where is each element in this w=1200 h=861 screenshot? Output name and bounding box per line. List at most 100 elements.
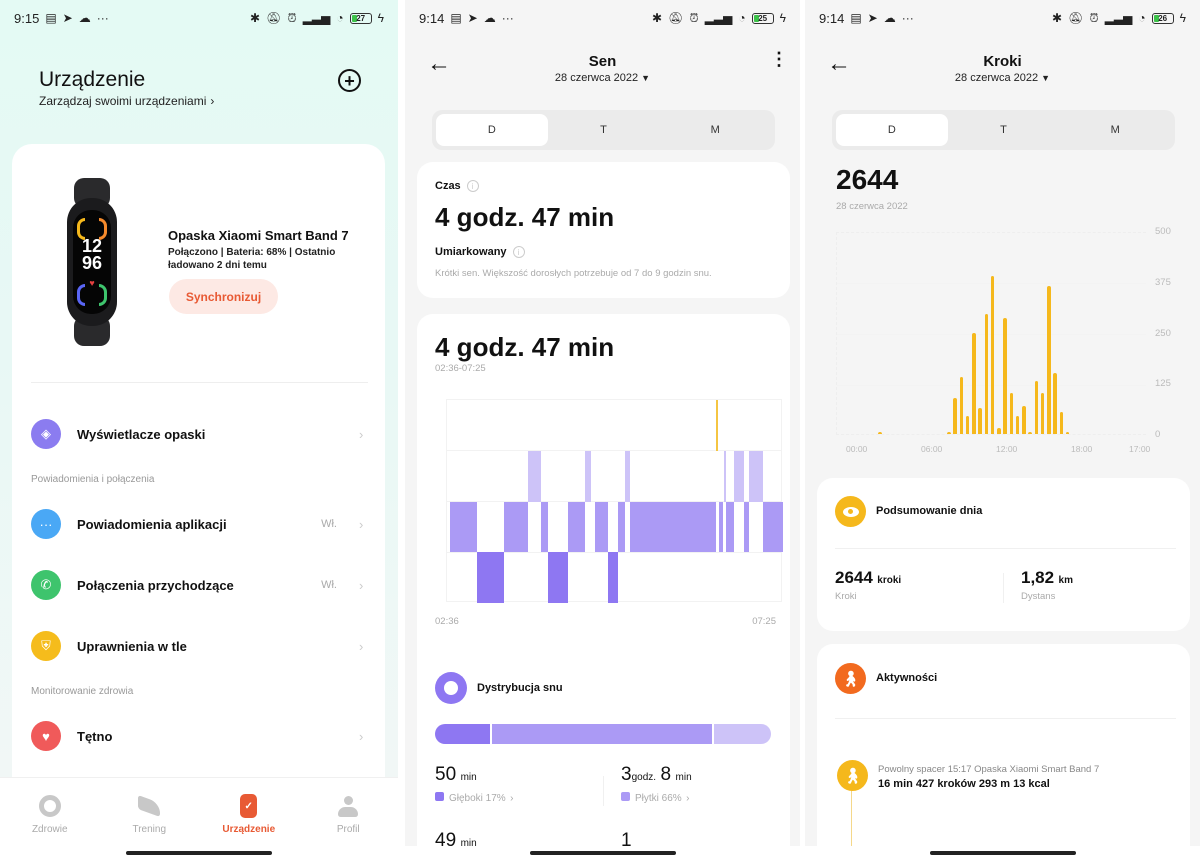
step-bar[interactable] (947, 431, 951, 434)
sleep-stage-deep (477, 552, 505, 603)
tab-label: Zdrowie (31, 824, 68, 835)
step-bar[interactable] (1040, 393, 1045, 434)
sleep-stage-light (744, 501, 750, 553)
menu-item-watch-faces[interactable]: ◈ Wyświetlacze opaski › (31, 414, 369, 454)
status-bar: 9:14 ▤ ➤ ☁ ··· ✱ 🔕︎ ⏰︎ ▂▃▅ ◔ 25 ϟ (405, 0, 800, 36)
band-image: 12 96 ♥ (67, 178, 117, 346)
segment-month[interactable]: M (1110, 124, 1120, 136)
step-bar[interactable] (965, 415, 970, 434)
mute-icon: 🔕︎ (266, 11, 282, 25)
activity-item[interactable]: 🚶︎ Powolny spacer 15:17 Opaska Xiaomi Sm… (835, 760, 1180, 796)
step-bar[interactable] (1009, 393, 1013, 434)
tab-workout[interactable]: Trening (100, 778, 200, 861)
band-screen: 12 96 ♥ (73, 210, 111, 314)
info-icon[interactable]: i (512, 246, 525, 258)
alarm-icon: ⏰︎ (1089, 10, 1099, 25)
watchface-icon: ◈ (31, 419, 61, 449)
step-bar[interactable] (1065, 432, 1070, 434)
light-hours: 3 (621, 764, 632, 785)
sleep-stage-light (630, 501, 716, 553)
y-tick: 0 (1155, 429, 1161, 440)
menu-item-incoming-calls[interactable]: ✆ Połączenia przychodzące Wł. › (31, 565, 369, 605)
charging-icon: ϟ (1179, 11, 1186, 25)
tab-label: Urządzenie (222, 824, 276, 835)
alarm-icon: ⏰︎ (287, 10, 297, 25)
step-bar[interactable] (990, 275, 995, 434)
manage-devices-label: Zarządzaj swoimi urządzeniami (39, 94, 207, 108)
sleep-note: Krótki sen. Większość dorosłych potrzebu… (435, 268, 712, 279)
manage-devices-link[interactable]: Zarządzaj swoimi urządzeniami › (39, 94, 214, 108)
chevron-right-icon: › (359, 638, 364, 654)
step-bar[interactable] (978, 407, 982, 434)
step-bar[interactable] (953, 398, 957, 434)
date-picker[interactable]: 28 czerwca 2022 ▼ (405, 72, 800, 84)
segment-day[interactable]: D (436, 114, 548, 146)
menu-item-app-notifications[interactable]: ··· Powiadomienia aplikacji Wł. › (31, 504, 369, 544)
date-picker[interactable]: 28 czerwca 2022 ▼ (805, 72, 1200, 84)
step-bar[interactable] (1053, 373, 1057, 434)
segment-week[interactable]: T (600, 124, 607, 136)
battery-icon: 26 (1151, 12, 1174, 24)
menu-item-background-permissions[interactable]: ⛨ Uprawnienia w tle › (31, 626, 369, 666)
deep-value: 50 (435, 764, 457, 785)
light-minutes-unit: min (675, 772, 692, 783)
more-notifications-icon: ··· (96, 11, 109, 25)
home-indicator[interactable] (126, 851, 272, 855)
step-bar[interactable] (959, 377, 963, 434)
person-icon (336, 794, 360, 818)
step-bar[interactable] (972, 332, 976, 434)
segment-day[interactable]: D (836, 114, 948, 146)
tab-health[interactable]: Zdrowie (0, 778, 100, 861)
menu-item-heart-rate[interactable]: ♥ Tętno › (31, 716, 369, 756)
wifi-icon: ◔ (1138, 11, 1146, 25)
step-bar[interactable] (1015, 415, 1020, 434)
bluetooth-icon: ✱ (250, 11, 261, 25)
news-icon: ▤ (850, 11, 862, 25)
segment-week[interactable]: T (1000, 124, 1007, 136)
more-options-button[interactable]: ⋮ (770, 50, 788, 68)
period-selector: D T M (432, 110, 775, 150)
home-indicator[interactable] (529, 851, 676, 855)
signal-icon: ▂▃▅ (302, 11, 331, 25)
home-indicator[interactable] (929, 851, 1076, 855)
info-icon[interactable]: i (466, 180, 479, 192)
light-sleep-stat[interactable]: 3godz. 8 min Płytki 66% › (621, 764, 692, 806)
step-bar[interactable] (997, 427, 1001, 434)
activity-stats: 16 min 427 kroków 293 m 13 kcal (878, 778, 1050, 790)
chevron-right-icon: › (510, 793, 514, 804)
charging-icon: ϟ (779, 11, 786, 25)
step-bar[interactable] (1003, 318, 1007, 434)
step-bar[interactable] (1034, 381, 1038, 434)
hypnogram-chart (446, 399, 783, 603)
step-bar[interactable] (984, 314, 988, 434)
caret-down-icon: ▼ (1041, 73, 1051, 83)
steps-value: 2644 (835, 568, 873, 587)
chevron-right-icon: › (686, 793, 690, 804)
step-bar[interactable] (1022, 405, 1026, 434)
back-button[interactable]: ← (427, 50, 451, 78)
light-segment (492, 724, 714, 744)
step-bar[interactable] (1047, 285, 1051, 434)
tab-profile[interactable]: Profil (299, 778, 399, 861)
deep-segment (435, 724, 493, 744)
sync-button[interactable]: Synchronizuj (169, 279, 278, 314)
menu-item-label: Tętno (77, 728, 113, 744)
sleep-screen: 9:14 ▤ ➤ ☁ ··· ✱ 🔕︎ ⏰︎ ▂▃▅ ◔ 25 ϟ ← Sen … (405, 0, 800, 861)
deep-sleep-stat[interactable]: 50 min Głęboki 17% › (435, 764, 514, 806)
x-tick: 17:00 (1129, 444, 1151, 454)
segment-month[interactable]: M (710, 124, 720, 136)
step-bar[interactable] (1059, 411, 1063, 434)
step-bar[interactable] (878, 432, 882, 434)
light-label: Płytki 66% (635, 793, 682, 804)
shield-icon: ⛨ (31, 631, 61, 661)
step-bar[interactable] (1028, 431, 1032, 434)
rem-sleep-stat[interactable]: 49 min (435, 830, 477, 852)
add-device-button[interactable]: + (338, 69, 361, 92)
wifi-icon: ◔ (738, 11, 746, 25)
awake-stat[interactable]: 1 (621, 830, 632, 852)
steps-bar-chart (836, 232, 1146, 435)
sleep-stage-deep (608, 552, 619, 603)
menu-item-value: Wł. (321, 518, 337, 530)
tab-device[interactable]: ✓ Urządzenie (199, 778, 299, 861)
back-button[interactable]: ← (827, 50, 851, 78)
